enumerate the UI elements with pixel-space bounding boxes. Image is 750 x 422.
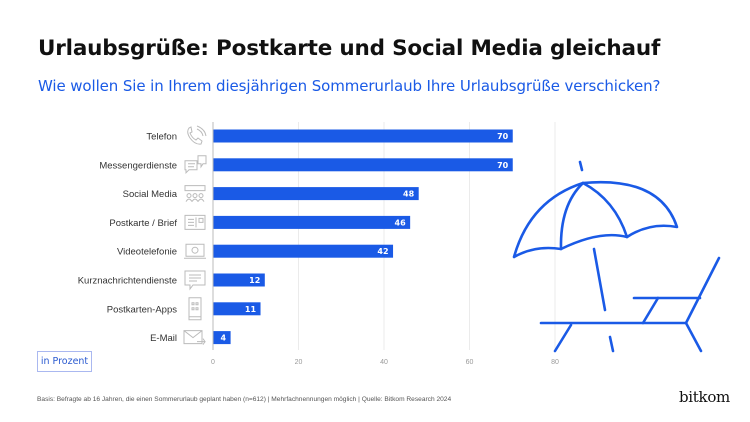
category-label: Videotelefonie: [117, 247, 177, 258]
data-label: 4: [221, 334, 227, 343]
phone-icon: [187, 125, 207, 145]
bar: [213, 158, 513, 172]
x-tick-label: 0: [211, 359, 215, 366]
chat-bubbles-icon: [184, 155, 207, 175]
data-label: 70: [497, 132, 509, 141]
category-label: Postkarten-Apps: [107, 304, 177, 315]
bar-row: Postkarte / Brief 46: [109, 214, 411, 230]
page-title: Urlaubsgrüße: Postkarte und Social Media…: [38, 36, 661, 61]
page-subtitle: Wie wollen Sie in Ihrem diesjährigen Som…: [38, 77, 661, 95]
bar-row: Postkarten-Apps 11: [107, 297, 261, 321]
bar-row: Videotelefonie 42: [117, 243, 394, 259]
bar: [213, 302, 261, 316]
email-icon: [183, 330, 206, 345]
category-label: Social Media: [123, 189, 178, 200]
bar: [213, 244, 394, 258]
source-note: Basis: Befragte ab 16 Jahren, die einen …: [37, 396, 452, 403]
bar-row: Messengerdienste 70: [99, 155, 513, 175]
bar-row: E-Mail 4: [150, 330, 231, 345]
x-tick-label: 40: [380, 359, 388, 366]
bar-row: Telefon 70: [146, 125, 513, 145]
bar: [213, 187, 419, 201]
category-label: Postkarte / Brief: [109, 218, 177, 229]
data-label: 48: [403, 190, 415, 199]
category-label: Telefon: [146, 132, 177, 143]
bar: [213, 129, 513, 143]
x-tick-label: 60: [466, 359, 474, 366]
category-label: Kurznachrichtendienste: [78, 276, 177, 287]
x-tick-label: 80: [551, 359, 559, 366]
bar-row: Social Media 48: [123, 185, 419, 202]
bar: [213, 331, 231, 345]
data-label: 42: [377, 247, 388, 256]
video-call-icon: [184, 243, 206, 259]
beach-umbrella-illustration: [512, 160, 721, 353]
data-label: 70: [497, 161, 509, 170]
social-media-icon: [184, 185, 206, 202]
category-label: E-Mail: [150, 333, 177, 344]
bar: [213, 273, 265, 287]
unit-label: in Prozent: [37, 351, 92, 372]
category-label: Messengerdienste: [99, 160, 177, 171]
message-icon: [184, 270, 206, 291]
x-tick-label: 20: [295, 359, 303, 366]
bar-row: Kurznachrichtendienste 12: [78, 270, 265, 291]
data-label: 46: [395, 218, 407, 227]
smartphone-app-icon: [188, 297, 202, 321]
bar: [213, 215, 411, 229]
postcard-icon: [184, 214, 206, 230]
data-label: 11: [245, 305, 257, 314]
data-label: 12: [249, 276, 260, 285]
bitkom-logo: bitkom: [679, 388, 730, 406]
